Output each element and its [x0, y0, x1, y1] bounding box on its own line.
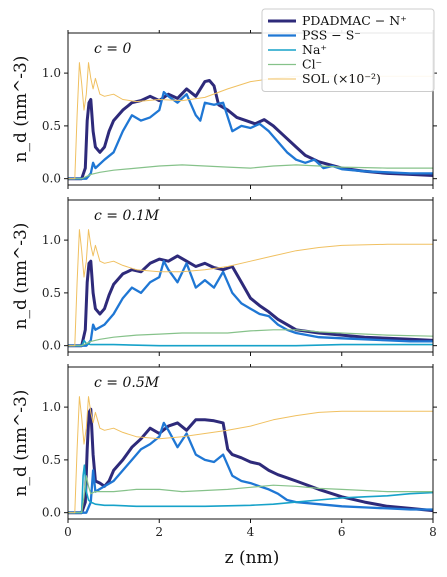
panel-1: 0.0 0.5 1.0 c = 0 n_d (nm^-3): [11, 30, 437, 189]
x-tick-label: 2: [155, 525, 163, 539]
series-line-pss-s: [68, 421, 433, 514]
series-line-na: [68, 464, 433, 514]
series-group: [68, 229, 433, 348]
series-line-sol: [68, 396, 433, 514]
y-tick-label: 0.5: [42, 286, 61, 300]
x-axis-title: z (nm): [225, 548, 280, 568]
series-line-pdadmac-n: [68, 254, 433, 348]
y-axis-title: n_d (nm^-3): [11, 390, 31, 497]
series-line-sol: [68, 229, 433, 347]
legend-label: PSS − S⁻: [302, 28, 361, 43]
legend-label: SOL (×10⁻²): [302, 71, 381, 86]
y-tick-label: 0.0: [42, 172, 61, 186]
y-tick-label: 1.0: [42, 66, 61, 80]
panels-group: 0.0 0.5 1.0 c = 0 n_d (nm^-3) 0.0 0.5 1.0 c = 0.…: [11, 30, 437, 539]
x-tick-label: 6: [338, 525, 346, 539]
y-tick-label: 1.0: [42, 400, 61, 414]
series-line-cl: [68, 475, 433, 514]
series-line-pss-s: [68, 260, 433, 347]
series-line-cl: [68, 329, 433, 347]
legend-label: Na⁺: [302, 42, 327, 57]
y-tick-label: 0.5: [42, 453, 61, 467]
y-tick-label: 0.0: [42, 339, 61, 353]
y-tick-label: 0.0: [42, 506, 61, 520]
x-tick-label: 8: [429, 525, 437, 539]
panel-label: c = 0.1M: [94, 208, 160, 224]
legend-box: [261, 8, 435, 92]
series-line-cl: [68, 164, 433, 180]
panel-2: 0.0 0.5 1.0 c = 0.1M n_d (nm^-3): [11, 197, 437, 356]
y-tick-label: 0.5: [42, 119, 61, 133]
panel-label: c = 0.5M: [94, 375, 160, 391]
y-axis-title: n_d (nm^-3): [11, 56, 31, 163]
x-tick-label: 0: [64, 525, 72, 539]
y-tick-label: 1.0: [42, 233, 61, 247]
legend-label: PDADMAC − N⁺: [302, 13, 407, 28]
series-line-pss-s: [68, 90, 433, 180]
series-line-pdadmac-n: [68, 79, 433, 181]
series-line-na: [68, 339, 433, 347]
legend: PDADMAC − N⁺PSS − S⁻Na⁺Cl⁻SOL (×10⁻²): [261, 8, 435, 92]
legend-label: Cl⁻: [302, 57, 322, 72]
y-axis-title: n_d (nm^-3): [11, 223, 31, 330]
panel-3: 0.0 0.5 1.0 0 2 4 6 8 c = 0.5M n_d (nm^-3): [11, 364, 437, 539]
series-line-pdadmac-n: [68, 407, 433, 515]
series-group: [68, 396, 433, 515]
panel-label: c = 0: [94, 41, 131, 57]
x-tick-label: 4: [247, 525, 255, 539]
